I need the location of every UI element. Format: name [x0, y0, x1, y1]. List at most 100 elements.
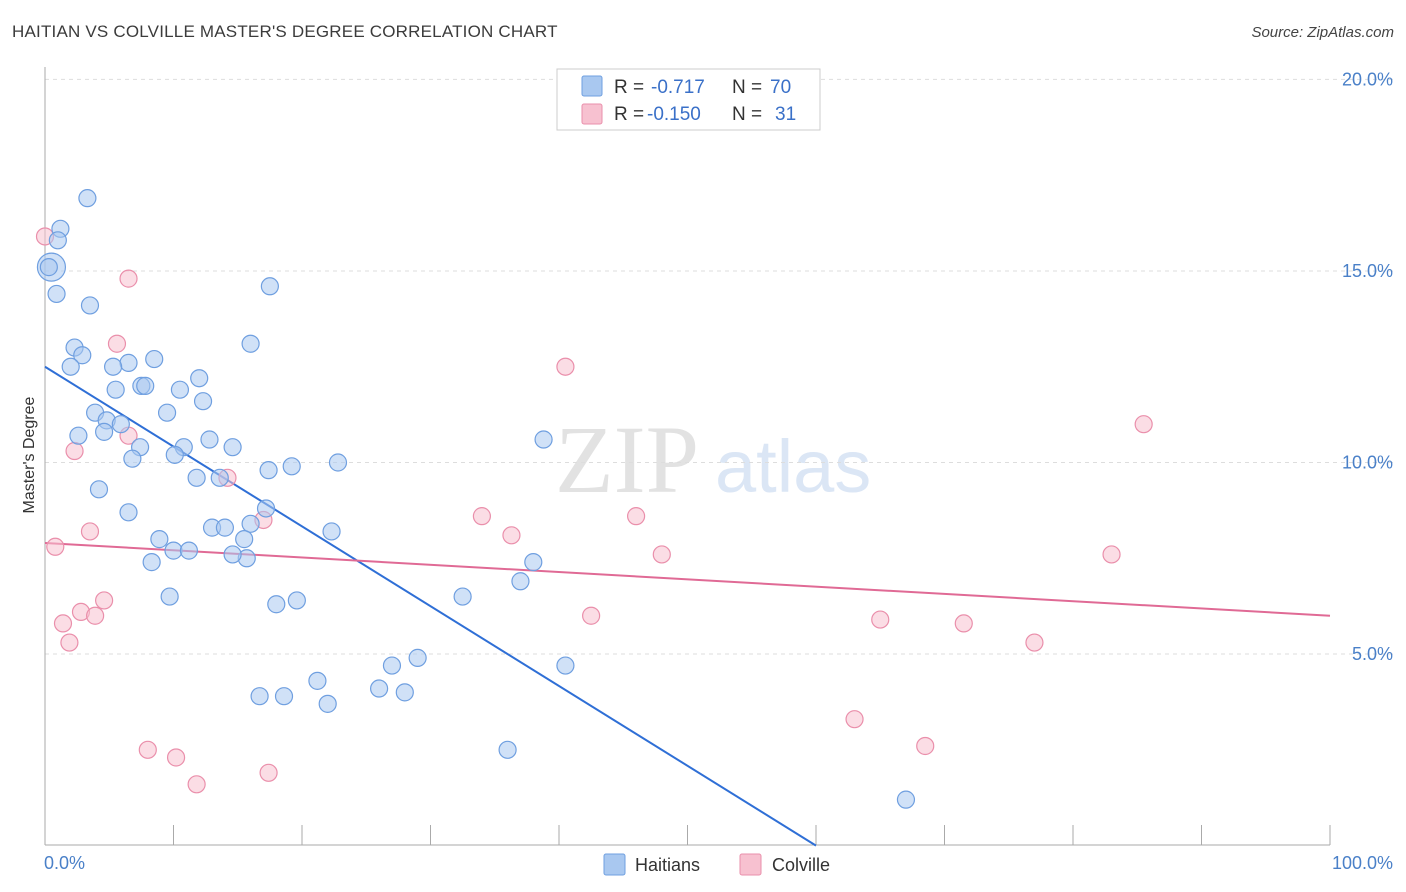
colville-point	[53, 614, 73, 633]
haitians-point	[370, 679, 389, 698]
colville-point	[166, 748, 186, 767]
haitians-point	[511, 572, 530, 591]
haitians-point	[382, 656, 402, 675]
bottom-legend: Haitians Colville	[603, 853, 830, 876]
haitians-point	[395, 683, 414, 702]
colville-point	[871, 610, 890, 629]
haitians-point	[534, 430, 553, 449]
haitians-point	[896, 790, 916, 809]
bottom-legend-swatch-colville	[739, 853, 762, 876]
haitians-point	[524, 553, 543, 572]
haitians-point	[241, 334, 260, 353]
haitians-point	[78, 189, 97, 208]
haitians-point	[328, 453, 348, 472]
haitians-point	[119, 353, 138, 372]
x-tick-label: 100.0%	[1332, 853, 1393, 873]
haitians-point	[453, 587, 472, 606]
haitians-point	[136, 376, 155, 395]
y-tick-label: 5.0%	[1352, 644, 1393, 664]
haitians-point	[241, 514, 260, 533]
haitians-point	[260, 277, 279, 296]
y-tick-label: 15.0%	[1342, 261, 1393, 281]
bottom-legend-label-haitians: Haitians	[635, 855, 700, 875]
chart-title: HAITIAN VS COLVILLE MASTER'S DEGREE CORR…	[12, 22, 558, 41]
haitians-point	[157, 403, 177, 422]
haitians-point	[210, 468, 229, 487]
haitians-trend-line	[44, 365, 817, 847]
haitians-point	[69, 426, 88, 445]
haitians-point	[170, 380, 190, 399]
legend-n-label-haitians: N =	[732, 77, 762, 98]
haitians-point	[89, 480, 109, 499]
x-tick-label: 0.0%	[44, 853, 85, 873]
haitians-point	[61, 357, 80, 376]
haitians-point	[190, 369, 209, 388]
colville-point	[1102, 545, 1121, 564]
haitians-point	[287, 591, 306, 610]
colville-point	[1025, 633, 1044, 652]
haitians-point	[498, 740, 517, 759]
legend-swatch-haitians	[581, 75, 603, 97]
grid-lines	[45, 78, 1395, 655]
colville-point	[259, 763, 278, 782]
colville-point	[472, 507, 491, 526]
haitians-point	[145, 349, 164, 369]
haitians-point	[223, 545, 242, 564]
colville-point	[1134, 415, 1153, 434]
y-tick-label: 10.0%	[1342, 453, 1393, 473]
data-points	[35, 189, 1153, 809]
bottom-legend-label-colville: Colville	[772, 855, 830, 875]
colville-point	[107, 334, 127, 353]
legend-n-value-haitians: 70	[770, 77, 791, 98]
colville-point	[187, 775, 206, 794]
haitians-point	[179, 541, 199, 560]
haitians-point	[556, 656, 575, 675]
colville-point	[652, 545, 671, 564]
haitians-point	[215, 518, 234, 537]
haitians-point	[256, 499, 276, 518]
haitians-point	[223, 438, 242, 457]
source-credit: Source: ZipAtlas.com	[1251, 24, 1394, 41]
haitians-point	[80, 296, 100, 315]
colville-point	[626, 507, 646, 526]
axes	[44, 67, 1331, 846]
colville-point	[119, 269, 138, 288]
top-legend: R = -0.717 N = 70 R = -0.150 N = 31	[556, 68, 821, 131]
y-tick-labels: 5.0% 10.0% 15.0% 20.0%	[1342, 69, 1393, 664]
haitians-point	[73, 346, 92, 365]
watermark-atlas: atlas	[715, 425, 871, 508]
colville-trend-line	[44, 541, 1331, 617]
legend-swatch-colville	[581, 103, 603, 125]
haitians-point	[274, 687, 294, 706]
colville-point	[80, 522, 100, 541]
haitians-point	[47, 284, 66, 304]
haitians-point	[322, 522, 341, 541]
colville-point	[502, 526, 521, 545]
colville-point	[916, 736, 935, 756]
haitians-point	[150, 530, 169, 549]
legend-r-label-colville: R =	[614, 104, 644, 125]
legend-r-value-colville: -0.150	[647, 104, 701, 125]
colville-point	[95, 591, 114, 610]
haitians-point	[308, 671, 327, 690]
bottom-legend-swatch-haitians	[603, 853, 626, 876]
legend-r-value-haitians: -0.717	[651, 77, 705, 98]
haitians-point	[39, 258, 58, 277]
haitians-point	[235, 530, 254, 549]
haitians-point	[267, 595, 286, 614]
haitians-point	[282, 457, 301, 476]
colville-point	[845, 710, 864, 729]
haitians-point	[111, 415, 130, 434]
haitians-point	[104, 357, 123, 376]
haitians-point	[123, 449, 142, 468]
y-axis-title: Master's Degree	[21, 396, 38, 513]
haitians-point	[165, 445, 184, 464]
haitians-point	[408, 648, 427, 667]
colville-point	[60, 633, 79, 652]
colville-point	[86, 606, 105, 625]
haitians-point	[106, 380, 125, 399]
colville-point	[954, 614, 973, 633]
colville-point	[556, 357, 575, 376]
watermark-zip: ZIP	[555, 406, 699, 513]
